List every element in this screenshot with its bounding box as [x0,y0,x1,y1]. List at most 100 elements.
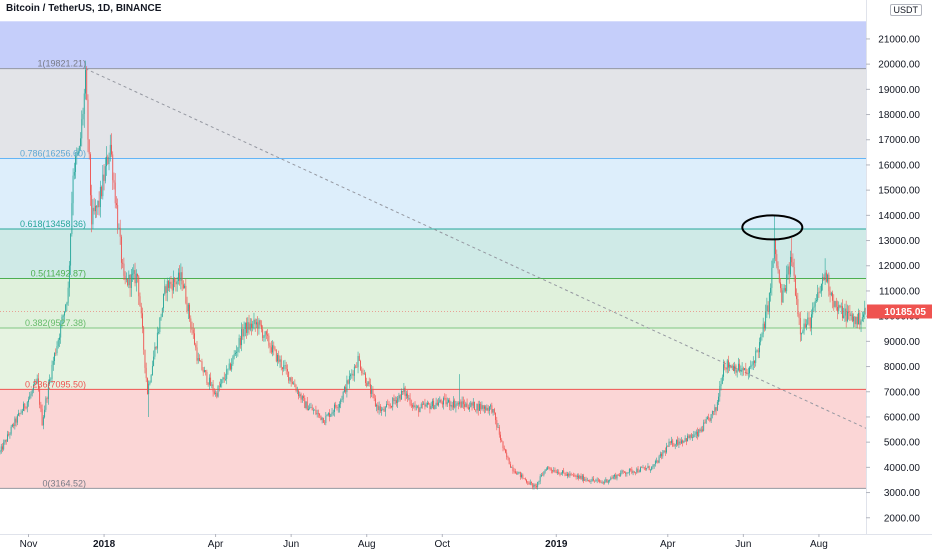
candle-body [342,399,343,400]
candle-body [763,324,764,334]
candle-body [678,442,679,445]
candle-body [385,407,386,411]
candle-body [718,397,719,402]
price-tick-label-11: 13000.00 [878,236,920,247]
candle-body [579,476,580,478]
candle-body [738,364,739,370]
candle-2019-06-30 [779,269,780,283]
candle-body [365,373,366,382]
candle-body [707,417,708,419]
candle-body [221,380,222,384]
candle-body [826,273,827,282]
candle-body [438,403,439,406]
candle-body [856,317,857,324]
fib-label-2: 0.618(13458.36) [20,219,86,229]
candle-body [147,378,148,394]
candle-body [141,306,142,313]
candle-body [542,475,543,476]
candle-body [586,479,587,480]
candle-body [161,317,162,318]
candle-body [812,308,813,315]
candle-body [605,479,606,482]
candle-body [560,474,561,475]
candle-body [315,410,316,414]
candle-body [556,473,557,474]
candle-body [200,361,201,362]
candle-body [550,468,551,470]
candle-body [249,322,250,330]
candle-body [237,348,238,352]
candle-body [624,471,625,472]
candle-body [463,401,464,404]
candle-body [273,345,274,349]
candle-body [143,327,144,349]
candle-body [250,324,251,330]
candle-body [723,364,724,377]
candle-2019-07-13 [795,275,796,297]
fib-label-5: 0.236(7095.50) [25,379,86,389]
candle-body [190,318,191,327]
candle-body [482,405,483,409]
candle-body [726,368,727,369]
candle-body [531,482,532,483]
candle-body [429,404,430,409]
candle-body [377,405,378,410]
candle-body [853,317,854,322]
candle-body [24,404,25,408]
price-tick-label-1: 3000.00 [884,488,921,499]
candle-body [661,454,662,457]
candle-body [799,314,800,318]
candle-body [737,370,738,372]
candle-body [555,470,556,472]
candle-body [334,405,335,412]
candle-body [58,340,59,346]
candle-body [757,350,758,351]
candle-body [286,365,287,369]
candle-body [280,359,281,361]
candle-body [657,461,658,463]
candle-body [392,398,393,407]
candle-body [322,418,323,420]
candle-body [769,293,770,312]
candle-body [255,320,256,325]
candle-body [587,480,588,481]
candle-body [639,472,640,473]
candle-body [449,400,450,406]
candle-body [140,296,141,306]
candle-body [781,288,782,302]
candle-body [593,479,594,481]
candle-body [669,442,670,447]
candle-body [293,383,294,384]
candle-body [538,481,539,482]
candle-body [187,303,188,311]
candle-body [13,425,14,426]
candle-body [515,471,516,473]
candle-body [54,353,55,361]
candle-body [688,436,689,439]
candle-body [800,318,801,334]
candle-body [780,282,781,288]
candle-body [447,402,448,404]
candle-2019-02-11 [607,479,608,483]
candle-body [734,366,735,372]
candle-body [626,473,627,474]
candle-body [729,366,730,368]
candle-2018-11-24 [509,458,510,465]
candle-body [240,338,241,345]
candle-body [589,481,590,482]
candle-body [664,451,665,453]
candle-body [602,482,603,483]
candle-body [381,410,382,411]
candle-body [384,409,385,411]
candle-body [423,404,424,405]
candle-body [99,201,100,207]
currency-unit-badge[interactable]: USDT [890,4,923,16]
candle-body [223,377,224,379]
candle-body [288,371,289,380]
candle-body [701,430,702,432]
candle-body [294,383,295,387]
candle-body [115,183,116,204]
